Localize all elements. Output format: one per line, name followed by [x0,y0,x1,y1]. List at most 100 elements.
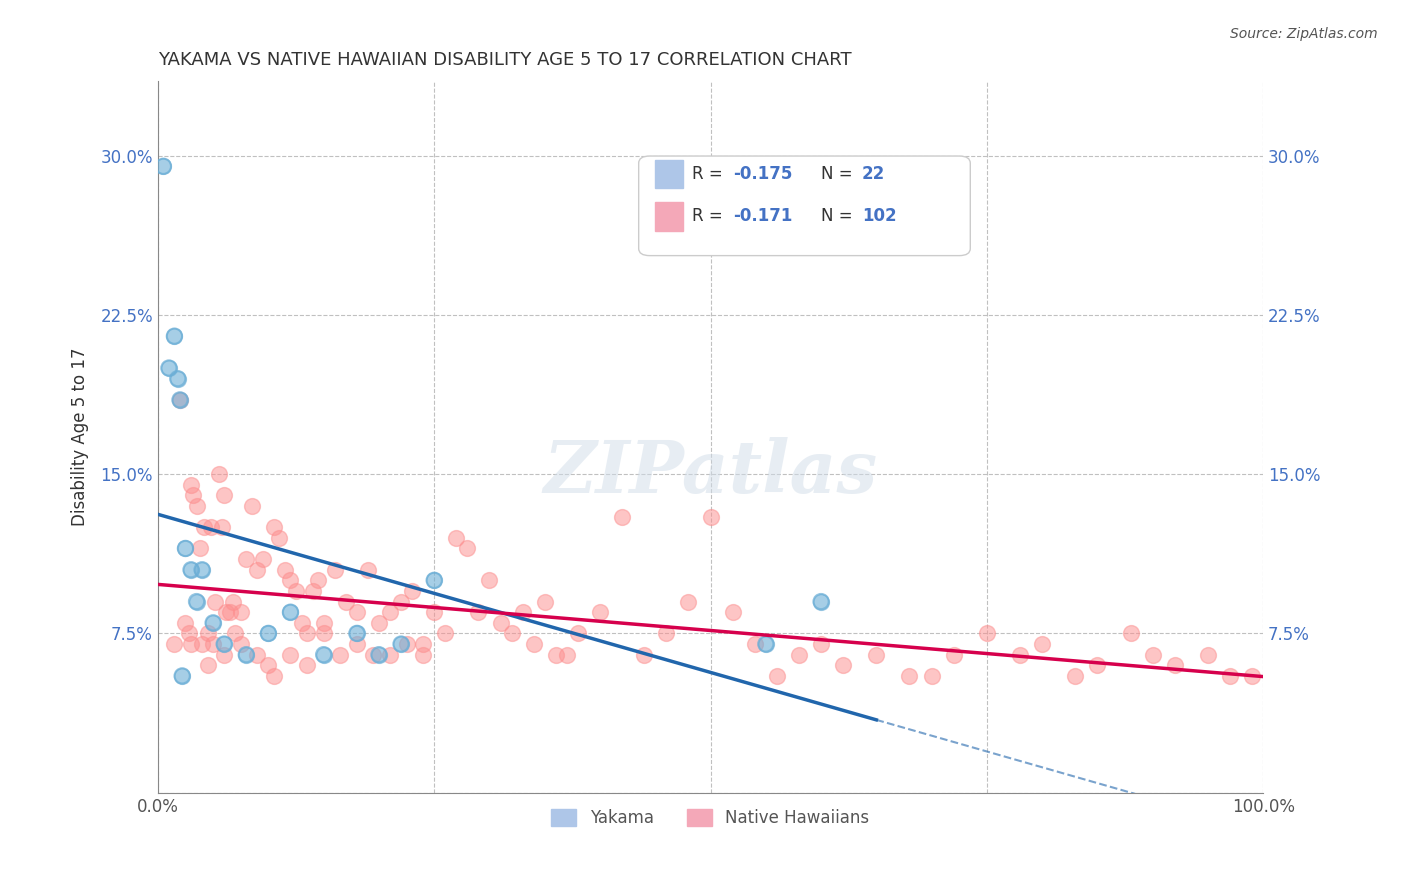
Point [169,392,191,407]
Point [323,563,346,577]
Point [346,626,368,640]
Point [222,594,245,608]
Point [357,563,380,577]
Point [744,637,766,651]
Bar [655,202,683,231]
Point [280,574,302,588]
Point [280,605,302,619]
Point [401,583,423,598]
Point [295,658,318,673]
Point [810,594,832,608]
Text: YAKAMA VS NATIVE HAWAIIAN DISABILITY AGE 5 TO 17 CORRELATION CHART: YAKAMA VS NATIVE HAWAIIAN DISABILITY AGE… [157,51,852,69]
FancyBboxPatch shape [638,156,970,256]
Point [456,541,478,556]
Point [212,637,235,651]
Text: N =: N = [821,208,858,226]
Point [367,648,389,662]
Point [180,563,202,577]
Point [395,637,418,651]
Text: -0.175: -0.175 [733,165,792,183]
Point [174,541,197,556]
Text: R =: R = [692,165,728,183]
Point [898,669,921,683]
Point [1219,669,1241,683]
Y-axis label: Disability Age 5 to 17: Disability Age 5 to 17 [72,348,89,526]
Point [367,615,389,630]
Point [197,626,219,640]
Point [633,648,655,662]
Text: -0.171: -0.171 [733,208,792,226]
Point [655,626,678,640]
Point [346,605,368,619]
Point [218,605,240,619]
Point [163,329,186,343]
Point [202,637,225,651]
Text: 22: 22 [862,165,886,183]
Point [1241,669,1264,683]
Point [269,531,291,545]
Point [202,615,225,630]
Point [363,648,385,662]
Point [186,594,208,608]
Point [312,648,335,662]
Point [204,594,226,608]
Point [235,648,257,662]
Point [280,648,302,662]
Point [257,626,280,640]
Point [200,520,222,534]
Point [188,541,211,556]
Point [307,574,329,588]
Point [489,615,512,630]
Point [567,626,589,640]
Point [1164,658,1187,673]
Point [180,563,202,577]
Point [446,531,468,545]
Point [177,626,200,640]
Point [1031,637,1053,651]
Point [921,669,943,683]
Point [755,637,778,651]
Point [523,637,546,651]
Text: R =: R = [692,208,728,226]
Point [467,605,489,619]
Bar [655,160,683,188]
Point [301,583,323,598]
Point [755,637,778,651]
Point [810,637,832,651]
Point [263,520,285,534]
Point [163,329,186,343]
Point [810,594,832,608]
Text: N =: N = [821,165,858,183]
Point [166,371,188,385]
Point [832,658,855,673]
Point [976,626,998,640]
Point [285,583,308,598]
Point [215,605,238,619]
Text: Source: ZipAtlas.com: Source: ZipAtlas.com [1230,27,1378,41]
Point [229,637,252,651]
Point [229,605,252,619]
Point [157,361,180,376]
Point [766,669,789,683]
Point [191,563,214,577]
Point [721,605,744,619]
Point [186,594,208,608]
Point [329,648,352,662]
Point [942,648,965,662]
Point [172,669,194,683]
Point [246,563,269,577]
Point [1197,648,1219,662]
Point [1087,658,1109,673]
Point [212,648,235,662]
Point [290,615,312,630]
Point [678,594,700,608]
Point [346,626,368,640]
Point [533,594,555,608]
Point [423,605,446,619]
Point [378,605,401,619]
Point [235,648,257,662]
Point [610,509,633,524]
Point [312,626,335,640]
Point [312,615,335,630]
Point [1064,669,1087,683]
